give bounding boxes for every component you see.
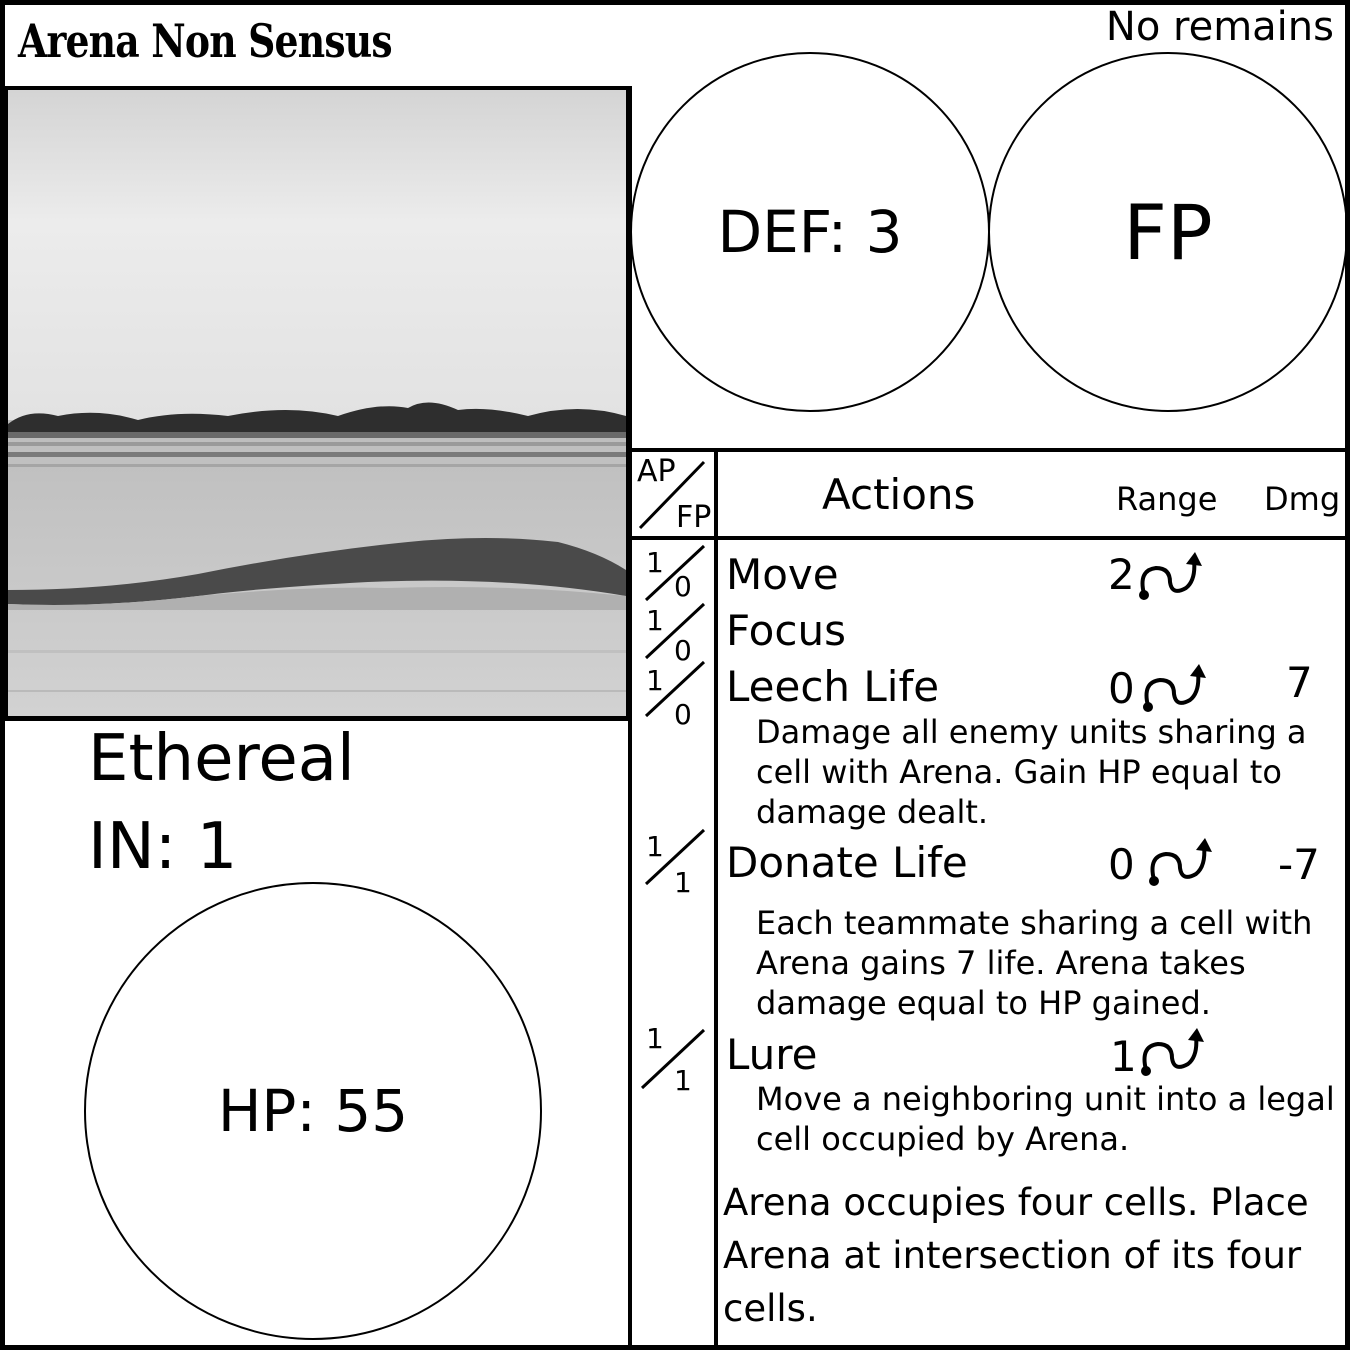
placement-rule: Arena occupies four cells. Place Arena a… xyxy=(723,1181,1309,1330)
action-leech-name: Leech Life xyxy=(726,662,940,711)
leech-fp: 0 xyxy=(674,698,692,731)
curved-arrow-icon xyxy=(1149,838,1212,886)
unit-type: Ethereal xyxy=(88,722,355,796)
hp-label: HP: 55 xyxy=(217,1077,409,1145)
fp-label: FP xyxy=(1123,187,1213,277)
move-ap: 1 xyxy=(646,546,664,579)
photo-divider xyxy=(0,717,632,721)
leech-range: 0 xyxy=(1108,664,1135,713)
def-label: DEF: 3 xyxy=(717,198,903,266)
ap-header: AP xyxy=(637,454,676,489)
fp-circle: FP xyxy=(988,52,1348,412)
focus-ap: 1 xyxy=(646,604,664,637)
range-header: Range xyxy=(1116,480,1218,518)
donate-dmg: -7 xyxy=(1278,840,1320,889)
lure-description: Move a neighboring unit into a legal cel… xyxy=(756,1080,1335,1158)
stats-divider xyxy=(628,448,1350,452)
leech-ap: 1 xyxy=(646,664,664,697)
landscape-photo xyxy=(4,86,630,720)
cost-column-divider xyxy=(714,448,718,1350)
donate-cost-slash xyxy=(644,828,706,886)
main-divider xyxy=(628,86,632,1350)
action-move-name: Move xyxy=(726,550,839,599)
card-title: Arena Non Sensus xyxy=(18,14,393,68)
leech-dmg: 7 xyxy=(1286,658,1313,707)
leech-description: Damage all enemy units sharing a cell wi… xyxy=(756,713,1307,831)
curved-arrow-icon xyxy=(1139,552,1202,600)
ap-fp-slash xyxy=(638,460,706,530)
lure-fp: 1 xyxy=(674,1064,692,1097)
header-divider xyxy=(628,536,1350,540)
leech-cost-slash xyxy=(644,660,706,718)
action-focus-name: Focus xyxy=(726,606,846,655)
actions-header: Actions xyxy=(822,470,976,519)
def-circle: DEF: 3 xyxy=(630,52,990,412)
donate-fp: 1 xyxy=(674,866,692,899)
dmg-header: Dmg xyxy=(1264,480,1341,518)
lure-range: 1 xyxy=(1110,1032,1137,1081)
focus-fp: 0 xyxy=(674,634,692,667)
initiative: IN: 1 xyxy=(88,810,238,884)
move-fp: 0 xyxy=(674,570,692,603)
donate-range: 0 xyxy=(1108,840,1135,889)
move-range: 2 xyxy=(1108,550,1135,599)
remains-label: No remains xyxy=(1105,4,1334,50)
hp-circle: HP: 55 xyxy=(84,882,542,1340)
fp-header: FP xyxy=(676,500,712,535)
action-lure-name: Lure xyxy=(726,1030,818,1079)
move-cost-slash xyxy=(644,544,706,602)
curved-arrow-icon xyxy=(1141,1028,1204,1076)
donate-description: Each teammate sharing a cell with Arena … xyxy=(756,904,1313,1022)
action-donate-name: Donate Life xyxy=(726,838,968,887)
donate-ap: 1 xyxy=(646,830,664,863)
lure-cost-slash xyxy=(640,1028,706,1090)
lure-ap: 1 xyxy=(646,1022,664,1055)
curved-arrow-icon xyxy=(1143,664,1206,712)
focus-cost-slash xyxy=(644,602,706,660)
